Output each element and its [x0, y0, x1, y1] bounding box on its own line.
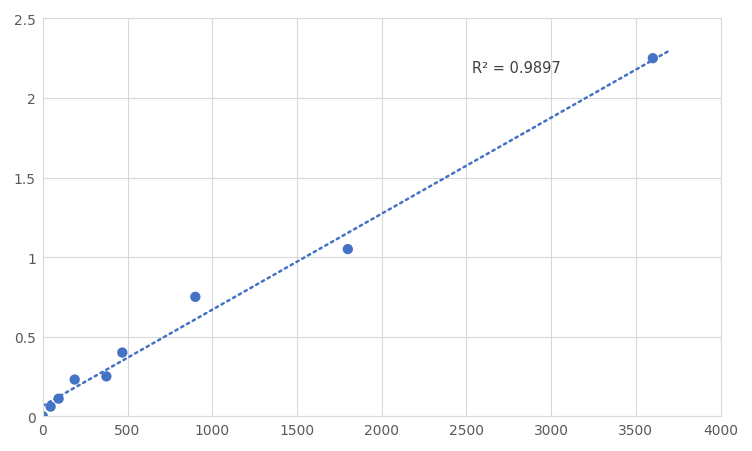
- Point: [100, 373, 112, 380]
- Point: [190, 294, 202, 301]
- Point: [53, 395, 65, 402]
- Point: [68, 376, 80, 383]
- Point: [647, 55, 659, 63]
- Text: R² = 0.9897: R² = 0.9897: [472, 61, 560, 76]
- Point: [44, 403, 56, 410]
- Point: [117, 349, 129, 356]
- Point: [342, 246, 354, 253]
- Point: [37, 413, 49, 420]
